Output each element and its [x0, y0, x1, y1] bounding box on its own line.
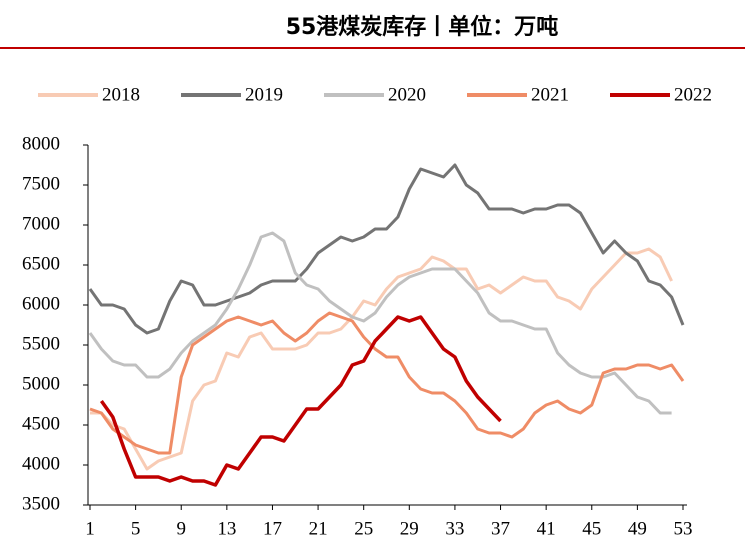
y-tick-label: 3500 — [22, 493, 60, 514]
y-tick-label: 5500 — [22, 333, 60, 354]
x-tick-label: 45 — [582, 518, 601, 539]
y-tick-label: 8000 — [22, 133, 60, 154]
y-tick-label: 6000 — [22, 293, 60, 314]
y-tick-label: 4000 — [22, 453, 60, 474]
legend-label: 2022 — [674, 84, 712, 105]
x-tick-label: 1 — [85, 518, 95, 539]
x-tick-label: 41 — [537, 518, 556, 539]
x-tick-label: 5 — [131, 518, 141, 539]
x-tick-label: 33 — [445, 518, 464, 539]
series-line — [90, 247, 673, 471]
y-tick-label: 6500 — [22, 253, 60, 274]
legend-label: 2020 — [388, 84, 426, 105]
y-tick-label: 4500 — [22, 413, 60, 434]
legend-label: 2018 — [102, 84, 140, 105]
series-line — [88, 163, 685, 335]
series-line — [99, 315, 502, 487]
x-tick-label: 49 — [628, 518, 647, 539]
series-line — [88, 231, 672, 415]
legend-label: 2021 — [531, 84, 569, 105]
legend-label: 2019 — [245, 84, 283, 105]
series-line — [89, 311, 685, 455]
x-tick-label: 17 — [263, 518, 282, 539]
x-tick-label: 13 — [217, 518, 236, 539]
x-tick-label: 29 — [400, 518, 419, 539]
x-tick-label: 53 — [674, 518, 693, 539]
x-tick-label: 25 — [354, 518, 373, 539]
chart-title: 55港煤炭库存丨单位：万吨 — [286, 14, 559, 40]
y-tick-label: 7000 — [22, 213, 60, 234]
y-tick-label: 7500 — [22, 173, 60, 194]
x-tick-label: 21 — [309, 518, 328, 539]
y-tick-label: 5000 — [22, 373, 60, 394]
x-tick-label: 37 — [491, 518, 510, 539]
x-tick-label: 9 — [176, 518, 186, 539]
